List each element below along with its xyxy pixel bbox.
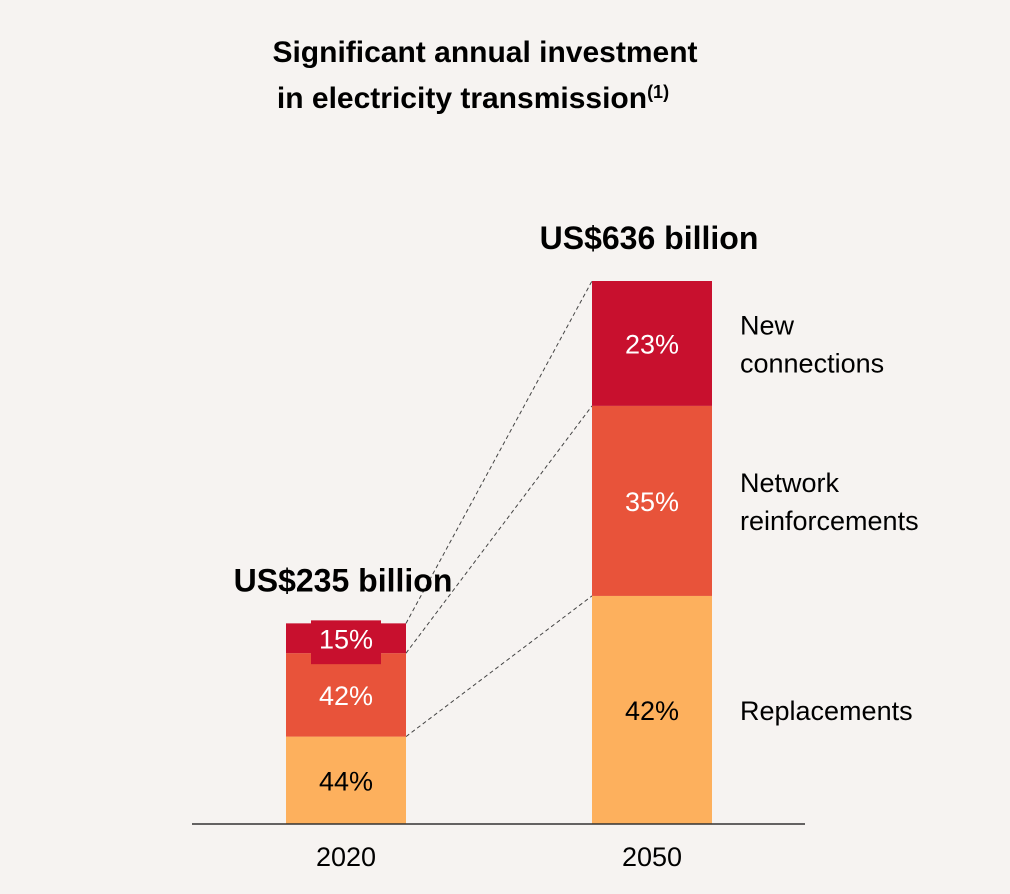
segment-label-2050-replacements: 42% xyxy=(625,696,679,726)
segment-label-2020-network-reinforcements: 42% xyxy=(319,681,373,711)
segment-labels: 44% 42% 15% 42% 35% 23% xyxy=(311,329,679,796)
connector-line-3 xyxy=(405,280,593,624)
title-footnote: (1) xyxy=(647,82,669,102)
connector-lines xyxy=(405,280,593,737)
x-tick-2020: 2020 xyxy=(316,842,376,872)
chart-title-line-2: in electricity transmission(1) xyxy=(277,82,669,115)
x-tick-labels: 2020 2050 xyxy=(316,842,682,872)
segment-label-2020-replacements: 44% xyxy=(319,766,373,796)
bar-segment-2050-new-connections xyxy=(592,281,712,406)
legend-label-new-connections-line-2: connections xyxy=(740,348,884,378)
total-label-2050: US$636 billion xyxy=(540,220,759,256)
bar-segment-2020-network-reinforcements xyxy=(286,653,406,737)
bars-group xyxy=(286,281,712,824)
segment-label-2050-network-reinforcements: 35% xyxy=(625,487,679,517)
chart-title-line-2-text: in electricity transmission xyxy=(277,82,647,115)
total-labels: US$235 billion US$636 billion xyxy=(234,220,759,598)
segment-label-2020-new-connections: 15% xyxy=(319,624,373,654)
segment-label-bg xyxy=(311,620,381,665)
legend-label-network-reinforcements-line-1: Network xyxy=(740,468,840,498)
bar-segment-2020-replacements xyxy=(286,736,406,824)
total-label-2020: US$235 billion xyxy=(234,562,453,598)
connector-line-2 xyxy=(405,405,593,654)
connector-line-1 xyxy=(405,595,593,737)
legend-label-new-connections-line-1: New xyxy=(740,310,795,340)
segment-label-2050-new-connections: 23% xyxy=(625,329,679,359)
chart-title-line-1: Significant annual investment xyxy=(272,36,697,69)
x-tick-2050: 2050 xyxy=(622,842,682,872)
bar-segment-2050-replacements xyxy=(592,595,712,824)
legend-label-network-reinforcements-line-2: reinforcements xyxy=(740,506,919,536)
legend: Replacements Network reinforcements New conn… xyxy=(740,310,919,726)
bar-segment-2050-network-reinforcements xyxy=(592,405,712,596)
legend-label-replacements-line-1: Replacements xyxy=(740,696,913,726)
